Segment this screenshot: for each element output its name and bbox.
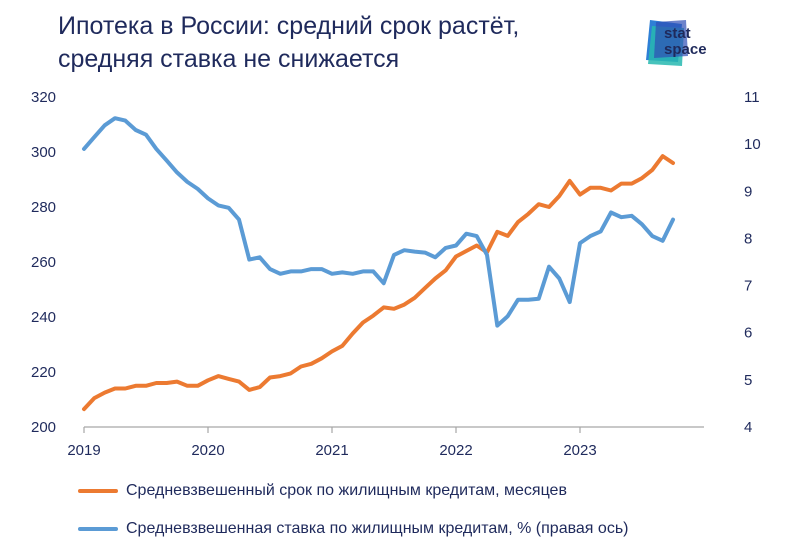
statspace-logo: stat space bbox=[642, 16, 734, 70]
y-left-tick-label: 260 bbox=[31, 254, 56, 271]
y-right-tick-label: 6 bbox=[744, 325, 752, 342]
y-right-tick-label: 10 bbox=[744, 136, 761, 153]
y-right-tick-label: 5 bbox=[744, 372, 752, 389]
y-axis-left: 200 220 240 260 280 300 320 bbox=[31, 89, 56, 436]
y-right-tick-label: 9 bbox=[744, 183, 752, 200]
chart-title-line-2: средняя ставка не снижается bbox=[58, 45, 400, 73]
series-line-term bbox=[82, 154, 675, 412]
legend-label-rate: Средневзвешенная ставка по жилищным кред… bbox=[126, 520, 629, 537]
y-right-tick-label: 8 bbox=[744, 230, 752, 247]
logo-word-1: stat bbox=[664, 25, 691, 42]
y-left-tick-label: 280 bbox=[31, 199, 56, 216]
x-axis: 2019 2020 2021 2022 2023 bbox=[67, 426, 704, 459]
legend-swatch-term bbox=[78, 489, 118, 493]
y-left-tick-label: 240 bbox=[31, 309, 56, 326]
logo-word-2: space bbox=[664, 41, 707, 58]
legend-swatch-rate bbox=[78, 527, 118, 531]
x-tick-label: 2020 bbox=[191, 442, 224, 459]
y-left-tick-label: 220 bbox=[31, 364, 56, 381]
legend-item-rate: Средневзвешенная ставка по жилищным кред… bbox=[78, 510, 628, 548]
series-line-rate bbox=[82, 116, 675, 328]
series-layer bbox=[82, 116, 675, 412]
chart-title-line-1: Ипотека в России: средний срок растёт, bbox=[58, 12, 520, 40]
y-right-tick-label: 7 bbox=[744, 278, 752, 295]
y-left-tick-label: 300 bbox=[31, 144, 56, 161]
x-tick-label: 2022 bbox=[439, 442, 472, 459]
y-left-tick-label: 200 bbox=[31, 419, 56, 436]
x-tick-label: 2019 bbox=[67, 442, 100, 459]
chart-legend: Средневзвешенный срок по жилищным кредит… bbox=[78, 472, 628, 548]
x-tick-label: 2021 bbox=[315, 442, 348, 459]
logo-mark-icon bbox=[646, 20, 688, 66]
y-axis-right: 4 5 6 7 8 9 10 11 bbox=[744, 89, 761, 436]
x-tick-label: 2023 bbox=[563, 442, 596, 459]
y-right-tick-label: 4 bbox=[744, 419, 752, 436]
y-left-tick-label: 320 bbox=[31, 89, 56, 106]
legend-item-term: Средневзвешенный срок по жилищным кредит… bbox=[78, 472, 628, 510]
legend-label-term: Средневзвешенный срок по жилищным кредит… bbox=[126, 482, 567, 499]
chart-title: Ипотека в России: средний срок растёт, с… bbox=[58, 10, 519, 76]
y-right-tick-label: 11 bbox=[744, 89, 760, 106]
